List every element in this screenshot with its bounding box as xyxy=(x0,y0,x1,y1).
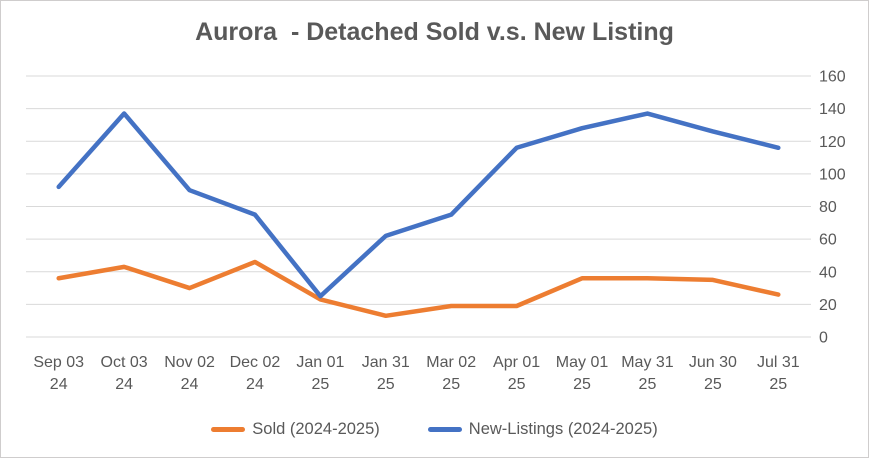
y-axis-tick-label: 80 xyxy=(819,199,837,216)
x-axis-tick-label: 25 xyxy=(377,376,395,393)
y-axis-tick-label: 120 xyxy=(819,134,846,151)
series-line-sold xyxy=(56,259,781,319)
y-axis-tick-label: 160 xyxy=(819,69,846,86)
x-axis-tick-label: 24 xyxy=(50,376,68,393)
x-axis-tick-label: 25 xyxy=(573,376,591,393)
x-axis-tick-label: 25 xyxy=(639,376,657,393)
x-axis-tick-label: 24 xyxy=(181,376,199,393)
x-axis-tick-label: May 01 xyxy=(556,354,609,371)
y-axis-tick-label: 100 xyxy=(819,166,846,183)
x-axis-tick-label: Apr 01 xyxy=(493,354,540,371)
x-axis-tick-label: 24 xyxy=(246,376,264,393)
y-axis-tick-label: 140 xyxy=(819,101,846,118)
x-axis-tick-label: May 31 xyxy=(621,354,674,371)
x-axis-tick-label: 25 xyxy=(704,376,722,393)
y-axis-tick-label: 60 xyxy=(819,232,837,249)
legend-swatch-new-listings xyxy=(427,426,462,432)
x-axis-tick-label: 25 xyxy=(311,376,329,393)
chart-title: Aurora - Detached Sold v.s. New Listing xyxy=(195,18,674,46)
x-axis-tick-label: 25 xyxy=(442,376,460,393)
legend-label-new-listings: New-Listings (2024-2025) xyxy=(468,419,658,438)
x-axis-tick-label: Jan 01 xyxy=(296,354,344,371)
x-axis-tick-label: Jul 31 xyxy=(757,354,800,371)
legend: Sold (2024-2025) New-Listings (2024-2025… xyxy=(1,415,868,443)
x-axis-tick-label: Sep 03 xyxy=(33,354,84,371)
x-axis-tick-label: 25 xyxy=(769,376,787,393)
x-axis-tick-label: Nov 02 xyxy=(164,354,215,371)
legend-item-sold: Sold (2024-2025) xyxy=(211,420,380,439)
y-axis-tick-label: 20 xyxy=(819,297,837,314)
x-axis-tick-label: 24 xyxy=(115,376,133,393)
x-axis-tick-label: Oct 03 xyxy=(101,354,148,371)
series-line-new-listings xyxy=(56,111,781,299)
x-axis-tick-label: Jun 30 xyxy=(689,354,737,371)
legend-item-new-listings: New-Listings (2024-2025) xyxy=(427,419,658,439)
legend-label-sold: Sold (2024-2025) xyxy=(252,419,380,438)
x-axis-tick-label: Mar 02 xyxy=(426,354,476,371)
x-axis-tick-label: Dec 02 xyxy=(230,354,281,371)
x-axis-tick-label: Jan 31 xyxy=(362,354,410,371)
y-axis-tick-label: 0 xyxy=(819,330,828,347)
x-axis-tick-label: 25 xyxy=(508,376,526,393)
y-axis-tick-label: 40 xyxy=(819,264,837,281)
legend-swatch-sold xyxy=(211,426,246,432)
